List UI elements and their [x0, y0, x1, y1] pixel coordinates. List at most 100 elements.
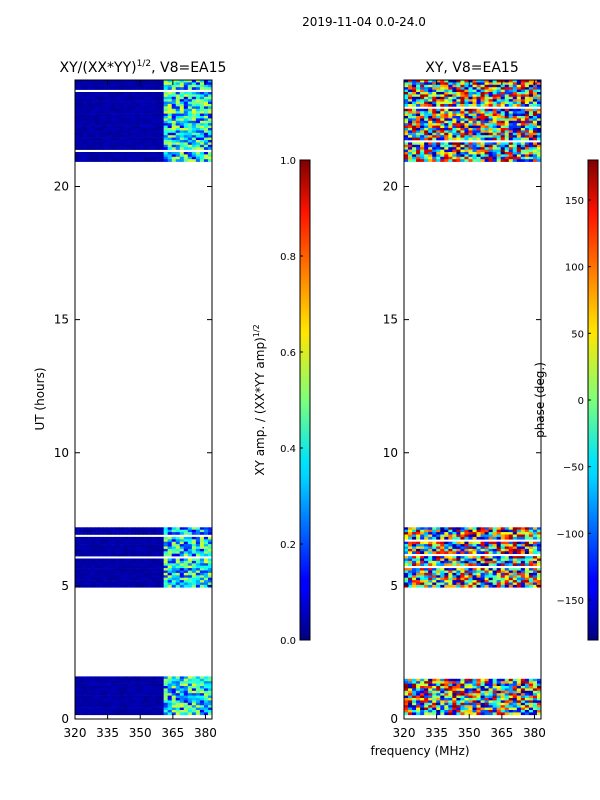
heatmap-cell — [432, 101, 437, 105]
heatmap-cell — [187, 690, 193, 694]
heatmap-cell — [183, 563, 189, 566]
heatmap-cell — [508, 548, 514, 552]
heatmap-cell — [480, 563, 485, 566]
heatmap-cell — [123, 702, 128, 706]
heatmap-cell — [532, 551, 538, 554]
heatmap-cell — [416, 144, 421, 148]
heatmap-cell — [83, 80, 88, 83]
heatmap-cell — [135, 539, 140, 542]
heatmap-cell — [79, 693, 84, 696]
heatmap-cell — [107, 683, 112, 687]
heatmap-cell — [195, 147, 201, 150]
heatmap-cell — [472, 529, 477, 533]
heatmap-cell — [428, 532, 433, 535]
heatmap-cell — [207, 132, 212, 136]
heatmap-cell — [416, 584, 421, 588]
heatmap-cell — [524, 705, 530, 708]
heatmap-cell — [424, 690, 429, 694]
heatmap-cell — [199, 575, 205, 578]
heatmap-cell — [135, 152, 140, 155]
heatmap-cell — [91, 92, 96, 95]
heatmap-cell — [179, 152, 185, 155]
heatmap-cell — [404, 135, 409, 138]
heatmap-cell — [532, 580, 538, 583]
heatmap-cell — [460, 536, 465, 540]
heatmap-cell — [484, 82, 490, 86]
heatmap-cell — [75, 563, 80, 566]
heatmap-cell — [75, 156, 80, 160]
heatmap-cell — [123, 108, 128, 112]
heatmap-cell — [143, 572, 148, 576]
heatmap-cell — [412, 541, 417, 545]
heatmap-cell — [536, 707, 541, 711]
heatmap-cell — [448, 128, 453, 131]
heatmap-cell — [87, 84, 92, 88]
heatmap-cell — [83, 698, 88, 701]
y-tick-label: 20 — [54, 180, 69, 194]
heatmap-cell — [103, 558, 108, 562]
heatmap-cell — [183, 551, 189, 554]
heatmap-cell — [536, 128, 541, 131]
heatmap-cell — [444, 84, 449, 88]
heatmap-cell — [496, 584, 502, 588]
heatmap-cell — [436, 99, 441, 102]
heatmap-cell — [416, 94, 421, 98]
heatmap-cell — [203, 698, 209, 701]
heatmap-cell — [199, 144, 205, 148]
heatmap-cell — [500, 568, 506, 571]
heatmap-cell — [424, 116, 429, 119]
heatmap-cell — [432, 92, 437, 95]
heatmap-cell — [151, 130, 156, 134]
heatmap-cell — [532, 159, 538, 162]
heatmap-cell — [107, 553, 112, 557]
heatmap-cell — [119, 686, 124, 689]
heatmap-cell — [115, 702, 120, 706]
heatmap-cell — [504, 556, 510, 559]
heatmap-cell — [500, 582, 506, 586]
heatmap-cell — [107, 565, 112, 569]
heatmap-cell — [520, 686, 526, 689]
heatmap-cell — [139, 690, 144, 694]
heatmap-cell — [432, 144, 437, 148]
heatmap-cell — [436, 551, 441, 554]
heatmap-cell — [476, 534, 481, 538]
heatmap-cell — [131, 113, 136, 117]
heatmap-cell — [91, 80, 96, 83]
heatmap-cell — [111, 96, 116, 100]
heatmap-cell — [151, 575, 156, 578]
heatmap-cell — [79, 527, 84, 530]
heatmap-cell — [476, 563, 481, 566]
heatmap-cell — [203, 710, 209, 713]
heatmap-cell — [203, 570, 209, 574]
heatmap-cell — [492, 541, 498, 545]
heatmap-cell — [171, 527, 177, 530]
heatmap-cell — [440, 698, 445, 701]
heatmap-cell — [99, 135, 104, 138]
heatmap-cell — [456, 570, 461, 574]
heatmap-cell — [428, 130, 433, 134]
heatmap-cell — [484, 584, 490, 588]
heatmap-cell — [520, 82, 526, 86]
heatmap-cell — [99, 539, 104, 542]
heatmap-cell — [135, 108, 140, 112]
heatmap-cell — [87, 159, 92, 162]
heatmap-cell — [115, 118, 120, 122]
heatmap-cell — [496, 580, 502, 583]
heatmap-cell — [480, 548, 485, 552]
heatmap-cell — [171, 99, 177, 102]
heatmap-cell — [119, 572, 124, 576]
heatmap-cell — [468, 99, 473, 102]
heatmap-cell — [95, 686, 100, 689]
heatmap-cell — [139, 532, 144, 535]
heatmap-cell — [99, 541, 104, 545]
heatmap-cell — [436, 89, 441, 93]
heatmap-cell — [195, 546, 201, 550]
heatmap-cell — [500, 113, 506, 117]
heatmap-cell — [147, 690, 152, 694]
heatmap-cell — [516, 534, 522, 538]
heatmap-cell — [460, 686, 465, 689]
heatmap-cell — [468, 705, 473, 708]
heatmap-cell — [436, 695, 441, 699]
heatmap-cell — [203, 135, 209, 138]
heatmap-cell — [147, 132, 152, 136]
